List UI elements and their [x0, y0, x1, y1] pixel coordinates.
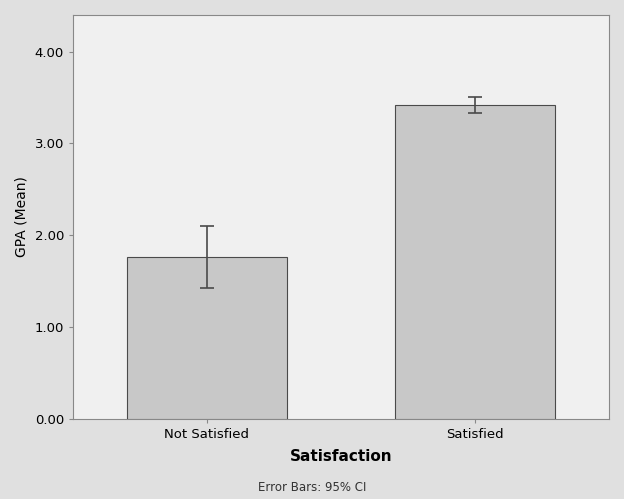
Bar [394, 105, 555, 419]
Y-axis label: GPA (Mean): GPA (Mean) [15, 177, 29, 257]
X-axis label: Satisfaction: Satisfaction [290, 449, 392, 464]
Bar [127, 257, 288, 419]
Text: Error Bars: 95% CI: Error Bars: 95% CI [258, 481, 366, 494]
